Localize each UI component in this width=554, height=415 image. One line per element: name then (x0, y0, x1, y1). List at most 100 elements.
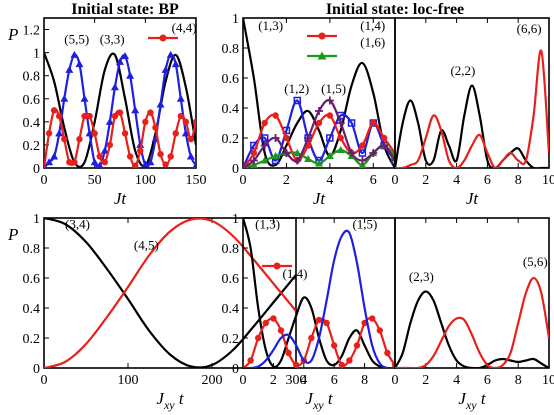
y-tick-label: 0.8 (23, 242, 41, 257)
data-point (167, 153, 174, 160)
data-point (380, 134, 388, 142)
series-line-(6,6) (395, 49, 549, 168)
x-tick-label: 8 (515, 373, 522, 388)
data-point (91, 130, 98, 137)
y-tick-label: 1 (33, 212, 40, 227)
x-tick-label: 4 (300, 373, 307, 388)
y-tick-label: 0 (232, 162, 239, 177)
x-tick-label: 4 (453, 173, 460, 188)
x-tick-label: 6 (484, 173, 491, 188)
data-point (331, 342, 338, 349)
data-point (326, 112, 334, 119)
data-point (71, 159, 78, 166)
data-point (171, 60, 180, 68)
data-point (110, 83, 119, 91)
annotation: (3,4) (65, 217, 90, 232)
y-tick-label: 0.8 (23, 70, 41, 85)
y-tick-label: 1.2 (23, 24, 41, 39)
data-point (126, 153, 134, 160)
x-tick-label: 6 (331, 373, 338, 388)
y-tick-label: 0.6 (23, 93, 41, 108)
panel-bottom-right: 0 2 4 6 8 10 Jxy t (2,3) (5,6) (392, 217, 554, 412)
annotation: (1,6) (360, 35, 385, 50)
y-tick-label: 0 (232, 362, 239, 377)
x-tick-label: 8 (515, 173, 522, 188)
data-point (337, 134, 344, 142)
data-point (304, 155, 313, 162)
data-point (380, 141, 389, 150)
x-axis-label: Jxy t (305, 389, 333, 412)
data-point (116, 57, 124, 65)
data-point (271, 152, 280, 159)
data-point (162, 161, 169, 168)
series-line-(3,4) (44, 218, 296, 368)
annotation: (4,4) (172, 20, 197, 35)
plot-area (395, 49, 549, 168)
title-bp: Initial state: BP (71, 1, 179, 18)
data-point (65, 65, 74, 73)
x-tick-label: 6 (484, 373, 491, 388)
data-point (384, 349, 391, 357)
data-point (338, 361, 345, 368)
series-line-(1,5) (243, 229, 395, 368)
annotation: (6,6) (517, 21, 542, 36)
x-tick-label: 0 (41, 373, 48, 388)
data-point (346, 357, 353, 364)
data-point (325, 152, 334, 159)
y-tick-label: 0.4 (222, 302, 240, 317)
y-tick-label: 0.4 (23, 116, 41, 131)
data-point (285, 349, 292, 357)
data-point (308, 334, 315, 342)
data-point (121, 52, 130, 60)
x-tick-label: 2 (270, 373, 277, 388)
data-point (260, 156, 269, 164)
data-point (142, 118, 149, 126)
y-tick-label: 1 (232, 212, 239, 227)
y-tick-label: 0 (33, 362, 40, 377)
y-tick-label: 0.4 (23, 302, 41, 317)
data-point (136, 140, 145, 148)
data-point (304, 134, 313, 142)
x-tick-label: 300 (286, 373, 307, 388)
data-point (250, 149, 258, 157)
data-point (152, 124, 159, 131)
data-point (293, 149, 302, 156)
data-point (146, 158, 155, 166)
data-point (96, 161, 104, 168)
data-point (358, 149, 367, 157)
x-tick-label: 4 (326, 173, 333, 188)
data-point (182, 118, 190, 126)
data-point (55, 129, 64, 137)
data-point (50, 107, 58, 114)
data-point (370, 119, 377, 127)
data-point (277, 327, 285, 334)
y-tick-label: 0.8 (222, 42, 240, 57)
data-point (347, 149, 356, 157)
data-point (50, 152, 59, 160)
y-tick-label: 0.6 (222, 272, 240, 287)
data-point (260, 141, 269, 150)
x-tick-label: 0 (41, 173, 48, 188)
y-tick-label: 1 (33, 47, 40, 62)
data-point (121, 130, 129, 137)
data-point (61, 135, 68, 143)
data-point (271, 134, 280, 142)
data-point (111, 112, 119, 120)
data-point (192, 118, 196, 126)
data-point (326, 134, 334, 142)
series-line-(2,3) (395, 290, 549, 368)
x-tick-label: 2 (422, 173, 429, 188)
x-tick-label: 0 (392, 373, 399, 388)
x-tick-label: 10 (542, 173, 554, 188)
series-line-(3,3) (44, 52, 196, 168)
x-tick-label: 200 (202, 373, 223, 388)
x-axis-label: Jxy t (156, 389, 184, 412)
data-point (176, 94, 185, 102)
data-point (293, 156, 302, 165)
data-point (358, 156, 367, 165)
data-point (45, 158, 54, 166)
plot-area (395, 276, 549, 368)
series-line-(5,6) (395, 276, 549, 368)
data-point (315, 159, 323, 167)
